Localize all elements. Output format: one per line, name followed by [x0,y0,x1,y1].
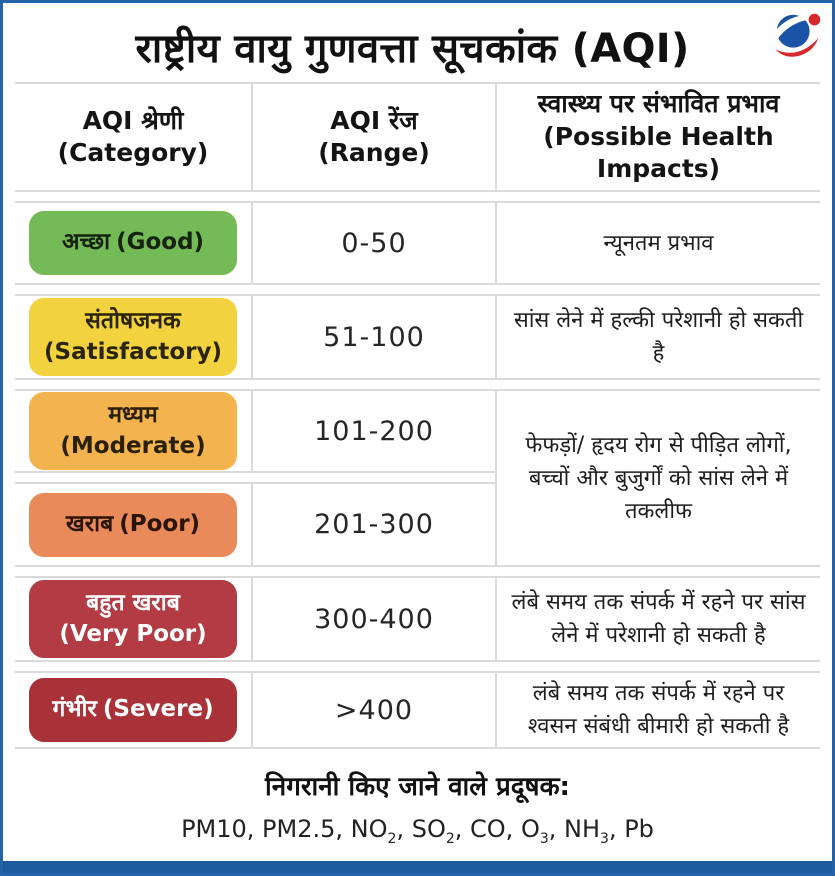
chip-label-hi: संतोषजनक [85,307,181,334]
chip-label-hi: गंभीर [52,696,97,723]
row-very-poor: बहुत खराब (Very Poor) [15,576,253,662]
chip-label-en: (Very Poor) [59,621,207,647]
impact-text: सांस लेने में हल्की परेशानी हो सकती है [513,308,804,366]
row-good: अच्छा (Good) [15,201,253,285]
row-severe: गंभीर (Severe) [15,671,253,749]
category-chip-satisfactory: संतोषजनक (Satisfactory) [29,297,237,377]
range-value: 201-300 [314,509,434,540]
range-value: >400 [334,694,414,726]
pollutant: PM10, [181,815,263,843]
logo-red-dot [808,13,821,26]
header-category: AQI श्रेणी (Category) [15,82,253,192]
impact-text: लंबे समय तक संपर्क में रहने पर सांस लेने… [511,590,806,648]
range-value: 101-200 [314,415,434,447]
category-chip-very-poor: बहुत खराब (Very Poor) [29,579,237,659]
range-value: 300-400 [314,603,434,635]
pollutant: SO2, [411,815,471,847]
chip-label-en: (Satisfactory) [44,339,222,365]
impact-cell-severe: लंबे समय तक संपर्क में रहने पर श्वसन संब… [495,671,820,749]
impact-text: फेफड़ों/ हृदय रोग से पीड़ित लोगों, बच्चो… [525,432,792,524]
header-category-en: (Category) [57,138,209,167]
row-moderate: मध्यम (Moderate) [15,389,253,473]
header-category-hi: AQI श्रेणी [82,105,184,135]
pollutant: NH3, [564,815,625,847]
range-cell-satisfactory: 51-100 [253,294,495,380]
range-cell-good: 0-50 [253,201,495,285]
chip-label-en: (Poor) [119,510,201,537]
aqi-table: AQI श्रेणी (Category) AQI रेंज (Range) स… [15,82,820,749]
logo-red-crescent [775,37,819,57]
range-cell-poor: 201-300 [253,482,495,567]
range-cell-moderate: 101-200 [253,389,495,473]
logo-white-swoosh [770,15,826,42]
page-title: राष्ट्रीय वायु गुणवत्ता सूचकांक (AQI) [135,26,690,72]
chip-label-hi: बहुत खराब [86,589,180,616]
pollutants-line: PM10, PM2.5, NO2, SO2, CO, O3, NH3, Pb [3,815,832,847]
category-chip-moderate: मध्यम (Moderate) [29,391,237,471]
header-impact-text: स्वास्थ्य पर संभावित प्रभाव (Possible He… [537,89,780,184]
chip-label-en: (Severe) [102,696,214,723]
chip-label-en: (Good) [116,229,205,256]
range-cell-very-poor: 300-400 [253,576,495,662]
pollutant: PM2.5, [262,815,351,843]
category-chip-poor: खराब (Poor) [29,492,237,557]
category-chip-severe: गंभीर (Severe) [29,678,237,742]
impact-cell-good: न्यूनतम प्रभाव [495,201,820,285]
range-value: 51-100 [323,321,425,353]
row-poor: खराब (Poor) [15,482,253,567]
chip-label-hi: मध्यम [108,401,158,428]
monitored-pollutants-label: निगरानी किए जाने वाले प्रदूषक: [265,772,570,802]
header-range-hi: AQI रेंज [330,105,418,135]
range-cell-severe: >400 [253,671,495,749]
impact-cell-satisfactory: सांस लेने में हल्की परेशानी हो सकती है [495,294,820,380]
pollutant: Pb [624,815,654,843]
pollutant: O3, [520,815,565,847]
row-satisfactory: संतोषजनक (Satisfactory) [15,294,253,380]
category-chip-good: अच्छा (Good) [29,211,237,275]
impact-text: लंबे समय तक संपर्क में रहने पर श्वसन संब… [527,681,790,739]
chip-label-en: (Moderate) [60,433,206,459]
impact-cell-moderate-poor-merged: फेफड़ों/ हृदय रोग से पीड़ित लोगों, बच्चो… [495,389,820,567]
header-impact: स्वास्थ्य पर संभावित प्रभाव (Possible He… [495,82,820,192]
impact-cell-very-poor: लंबे समय तक संपर्क में रहने पर सांस लेने… [495,576,820,662]
header-range-en: (Range) [318,138,430,167]
range-value: 0-50 [341,227,407,259]
pollutant: NO2, [350,815,412,847]
news-channel-logo [770,13,826,57]
impact-text: न्यूनतम प्रभाव [603,230,714,256]
header-range: AQI रेंज (Range) [253,82,495,192]
pollutant: CO, [470,815,521,843]
chip-label-hi: खराब [65,510,114,537]
bottom-accent-bar [3,861,832,873]
chip-label-hi: अच्छा [61,229,111,256]
